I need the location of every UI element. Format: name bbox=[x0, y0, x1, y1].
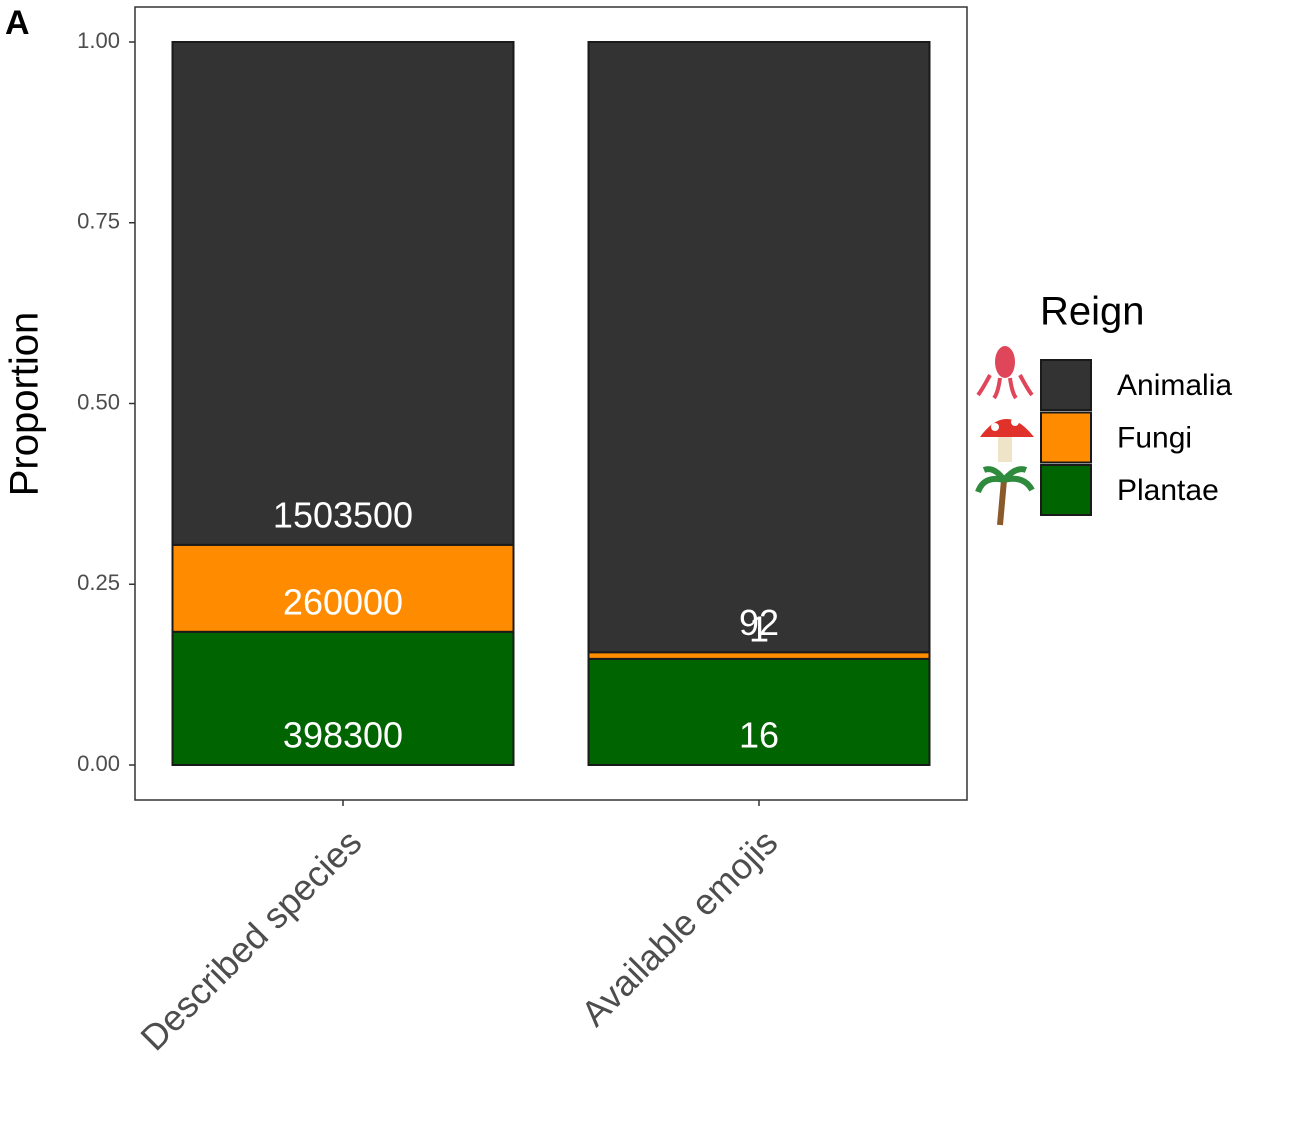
legend-title: Reign bbox=[1040, 290, 1145, 334]
legend-key bbox=[1040, 464, 1092, 516]
bar-segment bbox=[171, 41, 515, 546]
bar-segment bbox=[587, 41, 931, 654]
legend-label: Fungi bbox=[1117, 421, 1192, 454]
bar-segment bbox=[587, 657, 931, 767]
y-tick-label: 0.50 bbox=[77, 389, 120, 414]
x-tick-label: Described species bbox=[132, 821, 369, 1058]
bar-segment bbox=[171, 543, 515, 633]
legend-label: Animalia bbox=[1117, 369, 1232, 402]
y-axis-title: Proportion bbox=[3, 312, 47, 497]
value-label: 1503500 bbox=[273, 494, 413, 535]
value-label: 1 bbox=[749, 608, 769, 649]
panel-label: A bbox=[5, 4, 30, 42]
legend-icons bbox=[975, 346, 1035, 526]
y-tick-label: 0.75 bbox=[77, 209, 120, 234]
legend-label: Plantae bbox=[1117, 474, 1219, 507]
legend-key bbox=[1040, 359, 1092, 411]
value-label: 398300 bbox=[283, 715, 403, 756]
value-label: 16 bbox=[739, 715, 779, 756]
value-label: 92 bbox=[739, 602, 779, 643]
value-label: 260000 bbox=[283, 581, 403, 622]
x-tick-label: Available emojis bbox=[573, 821, 785, 1033]
y-tick-label: 0.00 bbox=[77, 751, 120, 776]
y-tick-label: 1.00 bbox=[77, 28, 120, 53]
legend-key bbox=[1040, 411, 1092, 464]
y-tick-label: 0.25 bbox=[77, 570, 120, 595]
